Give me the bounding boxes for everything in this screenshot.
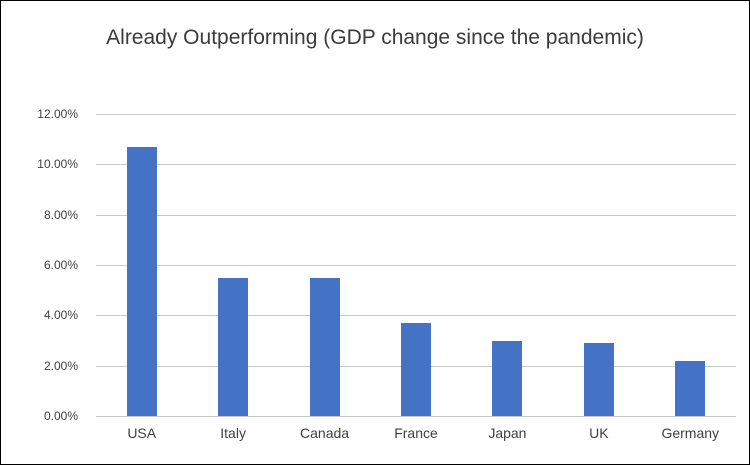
y-tick-label: 2.00% <box>43 358 78 373</box>
chart-title: Already Outperforming (GDP change since … <box>106 26 644 49</box>
y-tick-label: 0.00% <box>43 409 78 423</box>
x-axis-labels: USA Italy Canada France Japan UK Germany <box>96 425 736 441</box>
x-tick-label: Japan <box>488 425 527 441</box>
gridline <box>96 265 736 266</box>
y-tick-label: 8.00% <box>43 207 78 222</box>
plot-area <box>96 114 736 417</box>
y-tick-label: 12.00% <box>37 107 78 121</box>
x-tick-label: USA <box>127 425 157 441</box>
bar-france <box>401 322 431 416</box>
x-tick-label: Canada <box>300 425 350 441</box>
bar-germany <box>675 360 706 416</box>
bar-uk <box>583 343 614 416</box>
gridline <box>96 315 736 317</box>
y-tick-label: 10.00% <box>37 157 78 172</box>
bar-canada <box>309 277 340 416</box>
bar-italy <box>218 277 249 416</box>
gridline <box>96 214 736 216</box>
y-axis-labels: 12.00% 10.00% 8.00% 6.00% 4.00% 2.00% 0.00% <box>1 107 86 423</box>
gridline <box>96 114 736 115</box>
gridline <box>96 164 736 166</box>
x-tick-label: UK <box>589 425 609 441</box>
x-tick-label: Italy <box>220 425 246 441</box>
bar-usa <box>126 146 157 416</box>
x-tick-label: Germany <box>661 425 720 441</box>
gridline <box>96 416 736 417</box>
x-tick-label: France <box>394 425 438 441</box>
y-tick-label: 4.00% <box>43 308 78 323</box>
y-tick-label: 6.00% <box>43 258 78 272</box>
bar-japan <box>492 340 523 416</box>
